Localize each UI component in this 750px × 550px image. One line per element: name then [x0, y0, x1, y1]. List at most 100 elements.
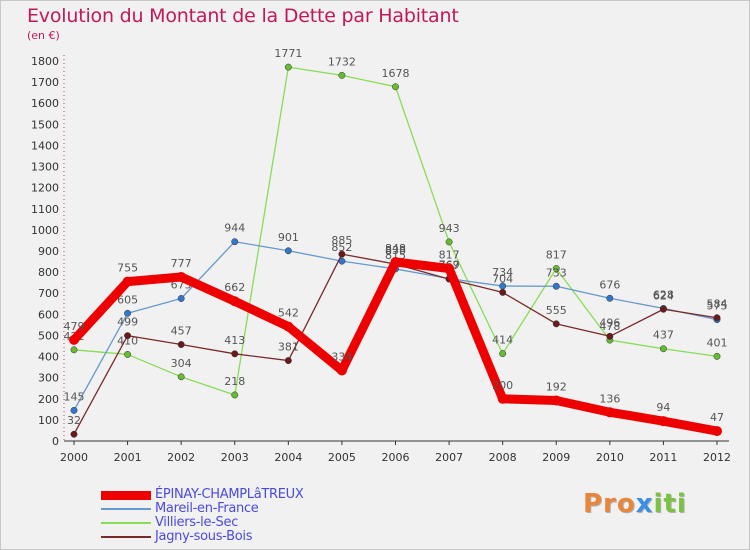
data-point — [659, 345, 667, 353]
x-tick-label: 2010 — [596, 451, 624, 464]
legend-swatch — [101, 522, 151, 524]
legend-swatch — [101, 536, 151, 538]
data-point — [552, 282, 560, 290]
data-label: 200 — [492, 379, 513, 392]
data-point — [177, 295, 185, 302]
data-label: 704 — [492, 272, 513, 285]
x-tick-label: 2007 — [435, 451, 463, 464]
data-point — [124, 309, 132, 317]
x-tick-label: 2011 — [649, 451, 677, 464]
data-label: 94 — [656, 401, 670, 414]
y-tick-label: 300 — [38, 372, 59, 385]
data-point — [606, 294, 614, 302]
data-point — [69, 334, 79, 345]
data-label: 218 — [224, 375, 245, 388]
data-label: 555 — [546, 304, 567, 317]
y-tick-label: 1300 — [31, 161, 59, 174]
chart-legend: ÉPINAY-CHAMPLâTREUX Mareil-en-France Villi… — [101, 487, 401, 544]
y-tick-label: 700 — [38, 287, 59, 300]
data-point — [70, 406, 78, 414]
y-tick-label: 1100 — [31, 203, 59, 216]
data-point — [283, 321, 294, 332]
y-tick-label: 1800 — [31, 55, 59, 68]
series-line-villiers-le-sec — [73, 66, 718, 396]
y-tick-label: 1200 — [31, 182, 59, 195]
x-tick-label: 2009 — [542, 451, 570, 464]
x-tick-label: 2008 — [489, 451, 517, 464]
data-point — [231, 350, 239, 358]
legend-swatch — [101, 491, 151, 500]
legend-item: Villiers-le-Sec — [101, 515, 401, 530]
data-point — [124, 332, 132, 340]
legend-label: Jagny-sous-Bois — [155, 529, 253, 544]
legend-label: ÉPINAY-CHAMPLâTREUX — [155, 487, 304, 502]
data-label: 848 — [385, 242, 406, 255]
data-label: 628 — [653, 288, 674, 301]
y-tick-label: 400 — [38, 351, 59, 364]
data-label: 777 — [171, 257, 192, 270]
data-label: 496 — [599, 316, 620, 329]
data-label: 479 — [64, 320, 85, 333]
x-tick-label: 2005 — [328, 451, 356, 464]
data-point — [712, 426, 722, 437]
data-label: 437 — [653, 329, 674, 342]
chart-subtitle: (en €) — [27, 29, 60, 42]
data-point — [552, 265, 560, 272]
data-label: 817 — [546, 249, 567, 262]
data-label: 136 — [599, 392, 620, 405]
data-label: 943 — [439, 222, 460, 235]
data-label: 944 — [224, 222, 245, 235]
data-point — [713, 352, 721, 360]
data-point — [659, 305, 667, 313]
data-label: 1732 — [328, 55, 356, 68]
data-label: 817 — [439, 249, 460, 262]
data-label: 624 — [653, 289, 674, 302]
legend-item: Jagny-sous-Bois — [101, 529, 401, 544]
y-tick-label: 1400 — [31, 139, 59, 152]
x-tick-label: 2006 — [382, 451, 410, 464]
data-label: 542 — [278, 307, 299, 320]
x-tick-label: 2012 — [703, 451, 731, 464]
data-point — [177, 373, 185, 381]
data-point — [284, 247, 292, 255]
legend-swatch — [101, 508, 151, 510]
data-label: 401 — [707, 336, 728, 349]
data-point — [336, 365, 347, 376]
data-label: 734 — [492, 266, 513, 279]
chart-title: Evolution du Montant de la Dette par Hab… — [27, 5, 459, 27]
data-point — [499, 288, 507, 296]
data-point — [284, 63, 292, 71]
data-label: 47 — [710, 411, 724, 424]
data-point — [231, 391, 239, 399]
data-point — [444, 263, 455, 274]
data-point — [606, 332, 614, 340]
data-label: 32 — [67, 414, 81, 427]
data-label: 733 — [546, 266, 567, 279]
data-point — [177, 341, 185, 348]
data-label: 662 — [224, 281, 245, 294]
data-point — [122, 276, 133, 287]
data-point — [231, 238, 239, 246]
y-tick-label: 1700 — [31, 76, 59, 89]
x-tick-label: 2002 — [167, 451, 195, 464]
data-label: 885 — [331, 234, 352, 247]
data-point — [552, 320, 560, 328]
data-label: 901 — [278, 231, 299, 244]
data-label: 304 — [171, 357, 192, 370]
data-point — [658, 416, 669, 427]
data-label: 755 — [117, 262, 138, 275]
data-label: 499 — [117, 316, 138, 329]
data-label: 381 — [278, 341, 299, 354]
data-label: 584 — [707, 298, 728, 311]
proxiti-logo: Proxiti — [583, 489, 687, 519]
data-label: 145 — [64, 390, 85, 403]
legend-label: Villiers-le-Sec — [155, 515, 239, 530]
data-point — [70, 430, 78, 438]
data-label: 457 — [171, 325, 192, 338]
data-point — [497, 393, 508, 404]
data-point — [604, 407, 615, 418]
data-label: 605 — [117, 293, 138, 306]
data-point — [338, 71, 346, 79]
